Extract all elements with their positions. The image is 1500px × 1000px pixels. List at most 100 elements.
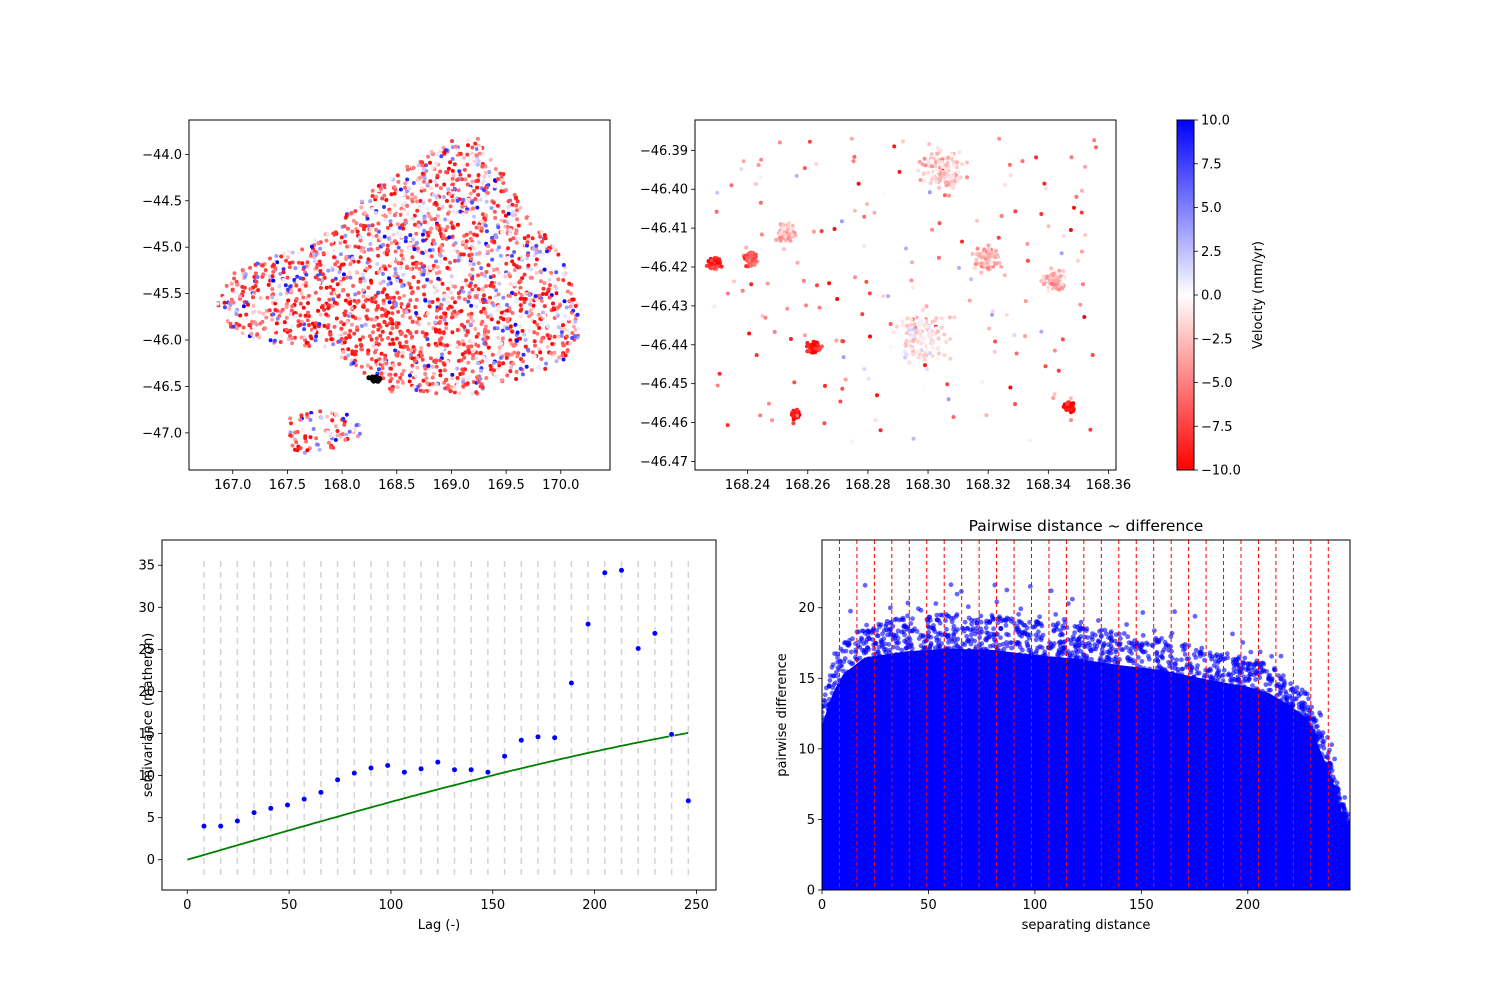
pairwise-point <box>1070 634 1076 639</box>
zoom-point <box>936 329 940 334</box>
map-point <box>409 291 414 296</box>
map-point <box>497 281 502 286</box>
map-point <box>454 315 459 320</box>
map-point <box>446 211 450 216</box>
pairwise-point <box>1233 656 1238 662</box>
pairwise-point <box>1266 673 1272 679</box>
map-point <box>467 350 472 355</box>
map-point <box>360 216 365 221</box>
zoom-point <box>1046 289 1051 294</box>
x-tick-label: 168.34 <box>1026 478 1072 493</box>
map-point <box>449 185 454 190</box>
pairwise-point <box>873 641 879 646</box>
zoom-point <box>986 266 990 271</box>
pairwise-point <box>1039 635 1044 641</box>
map-point <box>417 204 422 209</box>
map-point <box>411 181 416 185</box>
map-point <box>255 332 260 337</box>
map-point <box>342 422 347 427</box>
map-point <box>492 368 496 373</box>
zoom-point <box>937 185 942 190</box>
map-point <box>252 275 257 279</box>
map-point <box>343 233 348 238</box>
map-point <box>545 249 549 254</box>
map-point <box>270 295 275 300</box>
map-point <box>362 370 367 375</box>
map-point <box>299 335 304 340</box>
pairwise-point <box>874 657 880 663</box>
zoom-point <box>917 352 922 357</box>
x-tick-label: 168.36 <box>1086 478 1132 493</box>
map-point <box>415 365 420 370</box>
map-point <box>519 289 524 294</box>
map-point <box>534 257 539 262</box>
map-point <box>512 268 517 272</box>
pairwise-point <box>1071 664 1077 670</box>
map-point <box>422 228 427 233</box>
map-point <box>400 256 405 261</box>
map-point <box>426 311 431 316</box>
map-point <box>411 165 416 170</box>
pairwise-point <box>1145 672 1151 677</box>
zoom-point <box>969 277 974 282</box>
map-point <box>485 278 489 283</box>
pairwise-point <box>893 653 898 658</box>
map-point <box>312 329 317 334</box>
pairwise-point <box>1316 729 1321 734</box>
map-point <box>407 379 412 384</box>
map-point <box>507 305 512 310</box>
map-point <box>466 143 470 148</box>
pairwise-point <box>1197 649 1203 655</box>
map-point <box>450 311 455 316</box>
map-point <box>460 212 465 217</box>
map-point <box>530 350 535 355</box>
zoom-point <box>715 383 720 388</box>
pairwise-point <box>1169 665 1175 670</box>
map-point <box>249 331 254 336</box>
map-point <box>499 175 504 180</box>
map-point <box>534 297 539 302</box>
map-point <box>335 290 340 295</box>
map-point <box>317 322 322 327</box>
map-point <box>295 274 300 279</box>
pairwise-point <box>916 636 922 641</box>
map-point <box>445 359 450 364</box>
zoom-point <box>1079 249 1084 254</box>
zoom-point <box>875 393 879 398</box>
pairwise-point <box>824 685 829 691</box>
pairwise-point <box>1174 657 1180 663</box>
map-point <box>414 265 419 270</box>
map-point <box>537 347 542 352</box>
map-point <box>371 234 376 239</box>
map-point <box>281 267 286 272</box>
map-point <box>318 262 323 267</box>
pairwise-point <box>932 645 938 651</box>
map-point <box>383 308 388 313</box>
map-point <box>287 265 292 270</box>
pairwise-point <box>1004 643 1010 649</box>
zoom-point <box>951 182 956 187</box>
pairwise-point <box>1281 678 1287 684</box>
pairwise-point <box>1231 670 1236 676</box>
pairwise-point <box>1039 623 1045 629</box>
map-point <box>317 280 321 285</box>
pairwise-point <box>845 642 850 648</box>
map-point <box>353 209 358 214</box>
pairwise-point <box>1155 665 1160 671</box>
map-point <box>334 316 339 321</box>
pairwise-point <box>1073 648 1079 654</box>
pairwise-point <box>912 652 918 658</box>
map-point <box>438 169 443 174</box>
map-point <box>405 266 409 270</box>
pairwise-point <box>1288 681 1293 687</box>
pairwise-point <box>1020 630 1026 636</box>
pairwise-point <box>875 649 881 654</box>
map-point <box>487 380 492 384</box>
map-point <box>455 383 460 388</box>
pairwise-point <box>910 616 915 621</box>
pairwise-point <box>932 629 938 634</box>
map-point <box>284 305 289 310</box>
map-point <box>437 206 441 211</box>
pairwise-point <box>1192 613 1198 619</box>
pairwise-point <box>1155 659 1161 664</box>
